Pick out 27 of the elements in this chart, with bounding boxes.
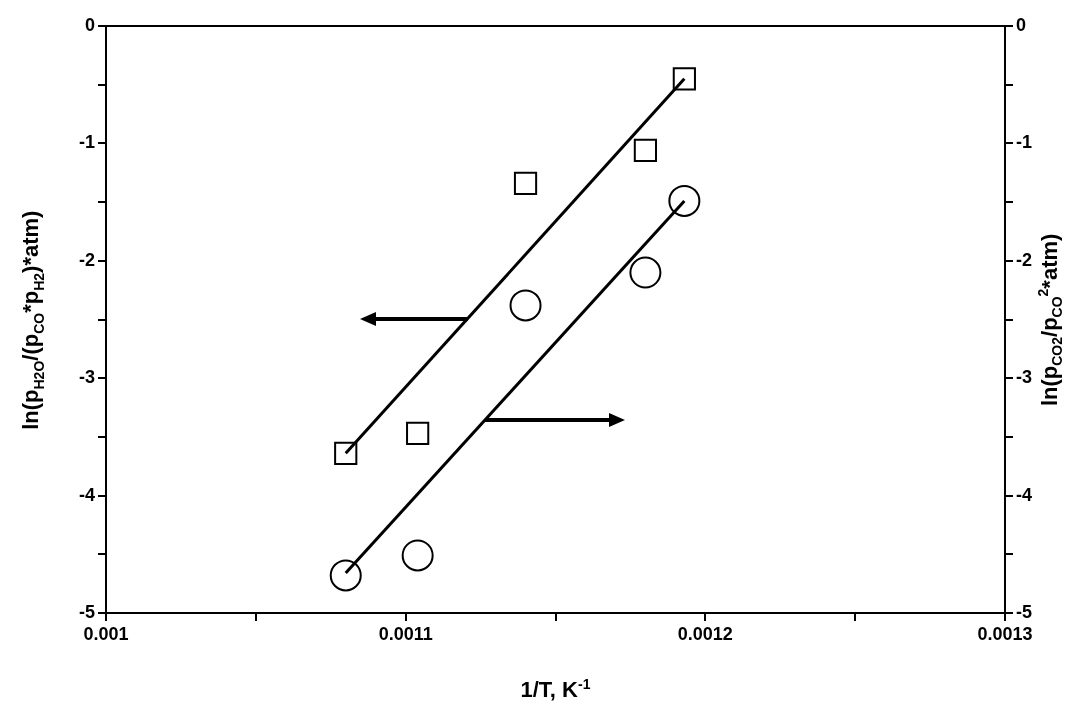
point: [668, 184, 701, 217]
x-axis-title: 1/T, K$^{-1}$: [520, 676, 591, 704]
x-tick-label: 0.0011: [378, 623, 433, 644]
y2-tick-label: -5: [1016, 601, 1033, 622]
y-tick-label: -3: [78, 367, 95, 388]
point: [633, 138, 658, 163]
y2-tick-label: -4: [1016, 484, 1033, 505]
y-tick-label: -1: [78, 132, 95, 153]
y2-tick-label: -3: [1016, 367, 1033, 388]
point: [509, 289, 542, 322]
point: [629, 256, 662, 289]
y2-tick-label: -1: [1016, 132, 1033, 153]
x-tick-label: 0.0013: [977, 623, 1033, 644]
point: [406, 421, 430, 445]
point: [401, 539, 434, 572]
x-tick-label: 0.0012: [677, 623, 733, 644]
y2-tick-label: 0: [1016, 14, 1027, 35]
y-tick-label: -4: [78, 484, 95, 505]
y2-tick-label: -2: [1016, 249, 1033, 270]
point: [513, 171, 538, 195]
point: [334, 441, 358, 465]
y-tick-label: 0: [84, 14, 95, 35]
point: [329, 559, 362, 592]
x-tick-label: 0.001: [83, 623, 129, 644]
y-tick-label: -5: [78, 601, 95, 622]
y-tick-label: -2: [78, 249, 95, 270]
point: [672, 67, 696, 91]
